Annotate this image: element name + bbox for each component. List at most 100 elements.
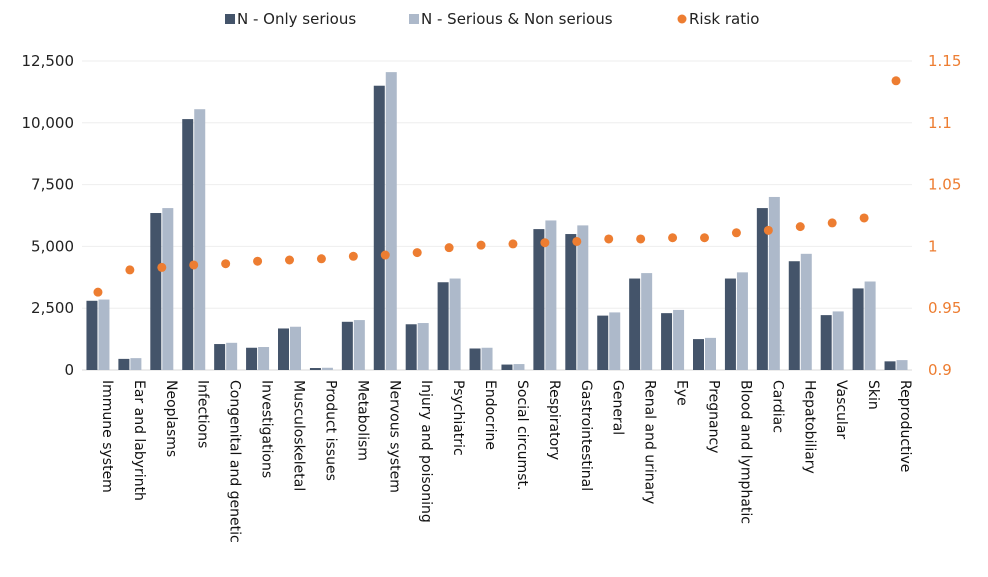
bar-only-serious — [756, 208, 768, 370]
risk-ratio-point — [412, 248, 422, 258]
risk-ratio-point — [316, 254, 326, 264]
category-label: Vascular — [833, 380, 849, 439]
right-tick-label: 1.05 — [928, 176, 961, 194]
bar-serious-and-non-serious — [513, 364, 525, 370]
bar-serious-and-non-serious — [162, 208, 174, 370]
risk-ratio-point — [508, 239, 518, 249]
gridlines — [82, 60, 912, 371]
bar-serious-and-non-serious — [705, 337, 716, 370]
category-label: Musculoskeletal — [291, 380, 307, 491]
left-tick-label: 12,500 — [22, 52, 75, 70]
category-label: Renal and urinary — [642, 380, 658, 504]
bar-serious-and-non-serious — [417, 323, 429, 370]
category-label: Neoplasms — [163, 380, 179, 457]
bar-only-serious — [246, 347, 258, 370]
bar-only-serious — [533, 229, 545, 370]
risk-ratio-point — [221, 259, 231, 269]
legend-swatch-serious-and-non-serious — [409, 14, 419, 24]
bar-only-serious — [437, 282, 449, 370]
bar-only-serious — [373, 85, 385, 370]
risk-ratio-point — [668, 233, 678, 243]
bar-only-serious — [661, 313, 673, 370]
risk-ratio-point — [93, 287, 103, 297]
right-tick-label: 0.9 — [928, 361, 952, 379]
legend-label-serious-and-non-serious: N - Serious & Non serious — [421, 10, 613, 28]
bar-only-serious — [341, 321, 353, 370]
bar-serious-and-non-serious — [194, 109, 206, 370]
bar-serious-and-non-serious — [226, 342, 238, 370]
category-label: Gastrointestinal — [578, 380, 594, 491]
bar-only-serious — [469, 348, 481, 370]
bar-serious-and-non-serious — [290, 326, 301, 370]
legend: N - Only serious N - Serious & Non seriou… — [225, 10, 759, 28]
right-axis: 0.9 0.95 1 1.05 1.1 1.15 — [928, 52, 961, 379]
left-tick-label: 5,000 — [31, 237, 74, 255]
risk-ratio-point — [189, 260, 199, 270]
bar-only-serious — [150, 213, 162, 370]
bar-serious-and-non-serious — [864, 281, 876, 370]
category-label: Social circumst. — [514, 380, 530, 490]
risk-ratio-point — [795, 222, 805, 232]
bar-only-serious — [309, 368, 321, 370]
risk-ratio-point — [763, 225, 773, 235]
bar-only-serious — [724, 278, 736, 370]
left-tick-label: 7,500 — [31, 176, 74, 194]
risk-ratio-point — [285, 255, 294, 265]
legend-swatch-risk-ratio — [677, 14, 687, 24]
category-label: Psychiatric — [450, 380, 466, 456]
right-tick-label: 0.95 — [928, 299, 961, 317]
category-label: Investigations — [259, 380, 275, 478]
risk-ratio-point — [572, 236, 582, 246]
bar-serious-and-non-serious — [449, 278, 461, 370]
left-axis: 0 2,500 5,000 7,500 10,000 12,500 — [22, 52, 75, 379]
bar-only-serious — [214, 344, 226, 370]
legend-label-only-serious: N - Only serious — [237, 10, 356, 28]
risk-points — [93, 76, 901, 297]
bar-serious-and-non-serious — [768, 196, 780, 370]
category-label: General — [610, 380, 626, 435]
risk-ratio-point — [348, 251, 358, 261]
risk-ratio-point — [476, 240, 486, 250]
bar-serious-and-non-serious — [673, 309, 685, 370]
bar-only-serious — [852, 288, 864, 370]
bars — [86, 72, 908, 371]
risk-ratio-point — [444, 243, 454, 253]
bar-only-serious — [565, 234, 577, 370]
category-label: Ear and labyrinth — [131, 380, 147, 501]
bar-serious-and-non-serious — [353, 320, 365, 370]
bar-serious-and-non-serious — [545, 220, 557, 370]
bar-only-serious — [629, 278, 641, 370]
risk-ratio-point — [540, 238, 550, 248]
category-label: Infections — [195, 380, 211, 448]
risk-ratio-point — [731, 228, 741, 238]
category-label: Congenital and genetic — [227, 380, 243, 543]
risk-ratio-point — [604, 234, 614, 244]
risk-ratio-point — [157, 262, 167, 272]
bar-serious-and-non-serious — [641, 273, 653, 370]
category-label: Product issues — [322, 380, 338, 481]
category-label: Cardiac — [769, 380, 785, 433]
bar-only-serious — [597, 315, 609, 370]
category-label: Endocrine — [482, 380, 498, 450]
category-label: Blood and lymphatic — [737, 380, 753, 524]
bar-only-serious — [693, 339, 704, 370]
risk-ratio-point — [700, 233, 709, 243]
risk-ratio-point — [859, 213, 869, 223]
category-label: Injury and poisoning — [418, 380, 434, 523]
risk-ratio-point — [827, 218, 837, 228]
category-label: Skin — [865, 380, 881, 410]
bar-only-serious — [501, 364, 513, 370]
category-label: Hepatobiliary — [801, 380, 817, 474]
bar-serious-and-non-serious — [896, 360, 908, 370]
bar-serious-and-non-serious — [609, 312, 621, 370]
category-label: Pregnancy — [706, 380, 722, 453]
bar-serious-and-non-serious — [800, 253, 812, 370]
category-label: Eye — [674, 380, 690, 406]
bar-serious-and-non-serious — [385, 72, 397, 371]
category-label: Metabolism — [354, 380, 370, 461]
category-label: Immune system — [99, 380, 115, 493]
legend-label-risk-ratio: Risk ratio — [689, 10, 759, 28]
bar-serious-and-non-serious — [321, 367, 333, 370]
right-tick-label: 1.1 — [928, 114, 952, 132]
